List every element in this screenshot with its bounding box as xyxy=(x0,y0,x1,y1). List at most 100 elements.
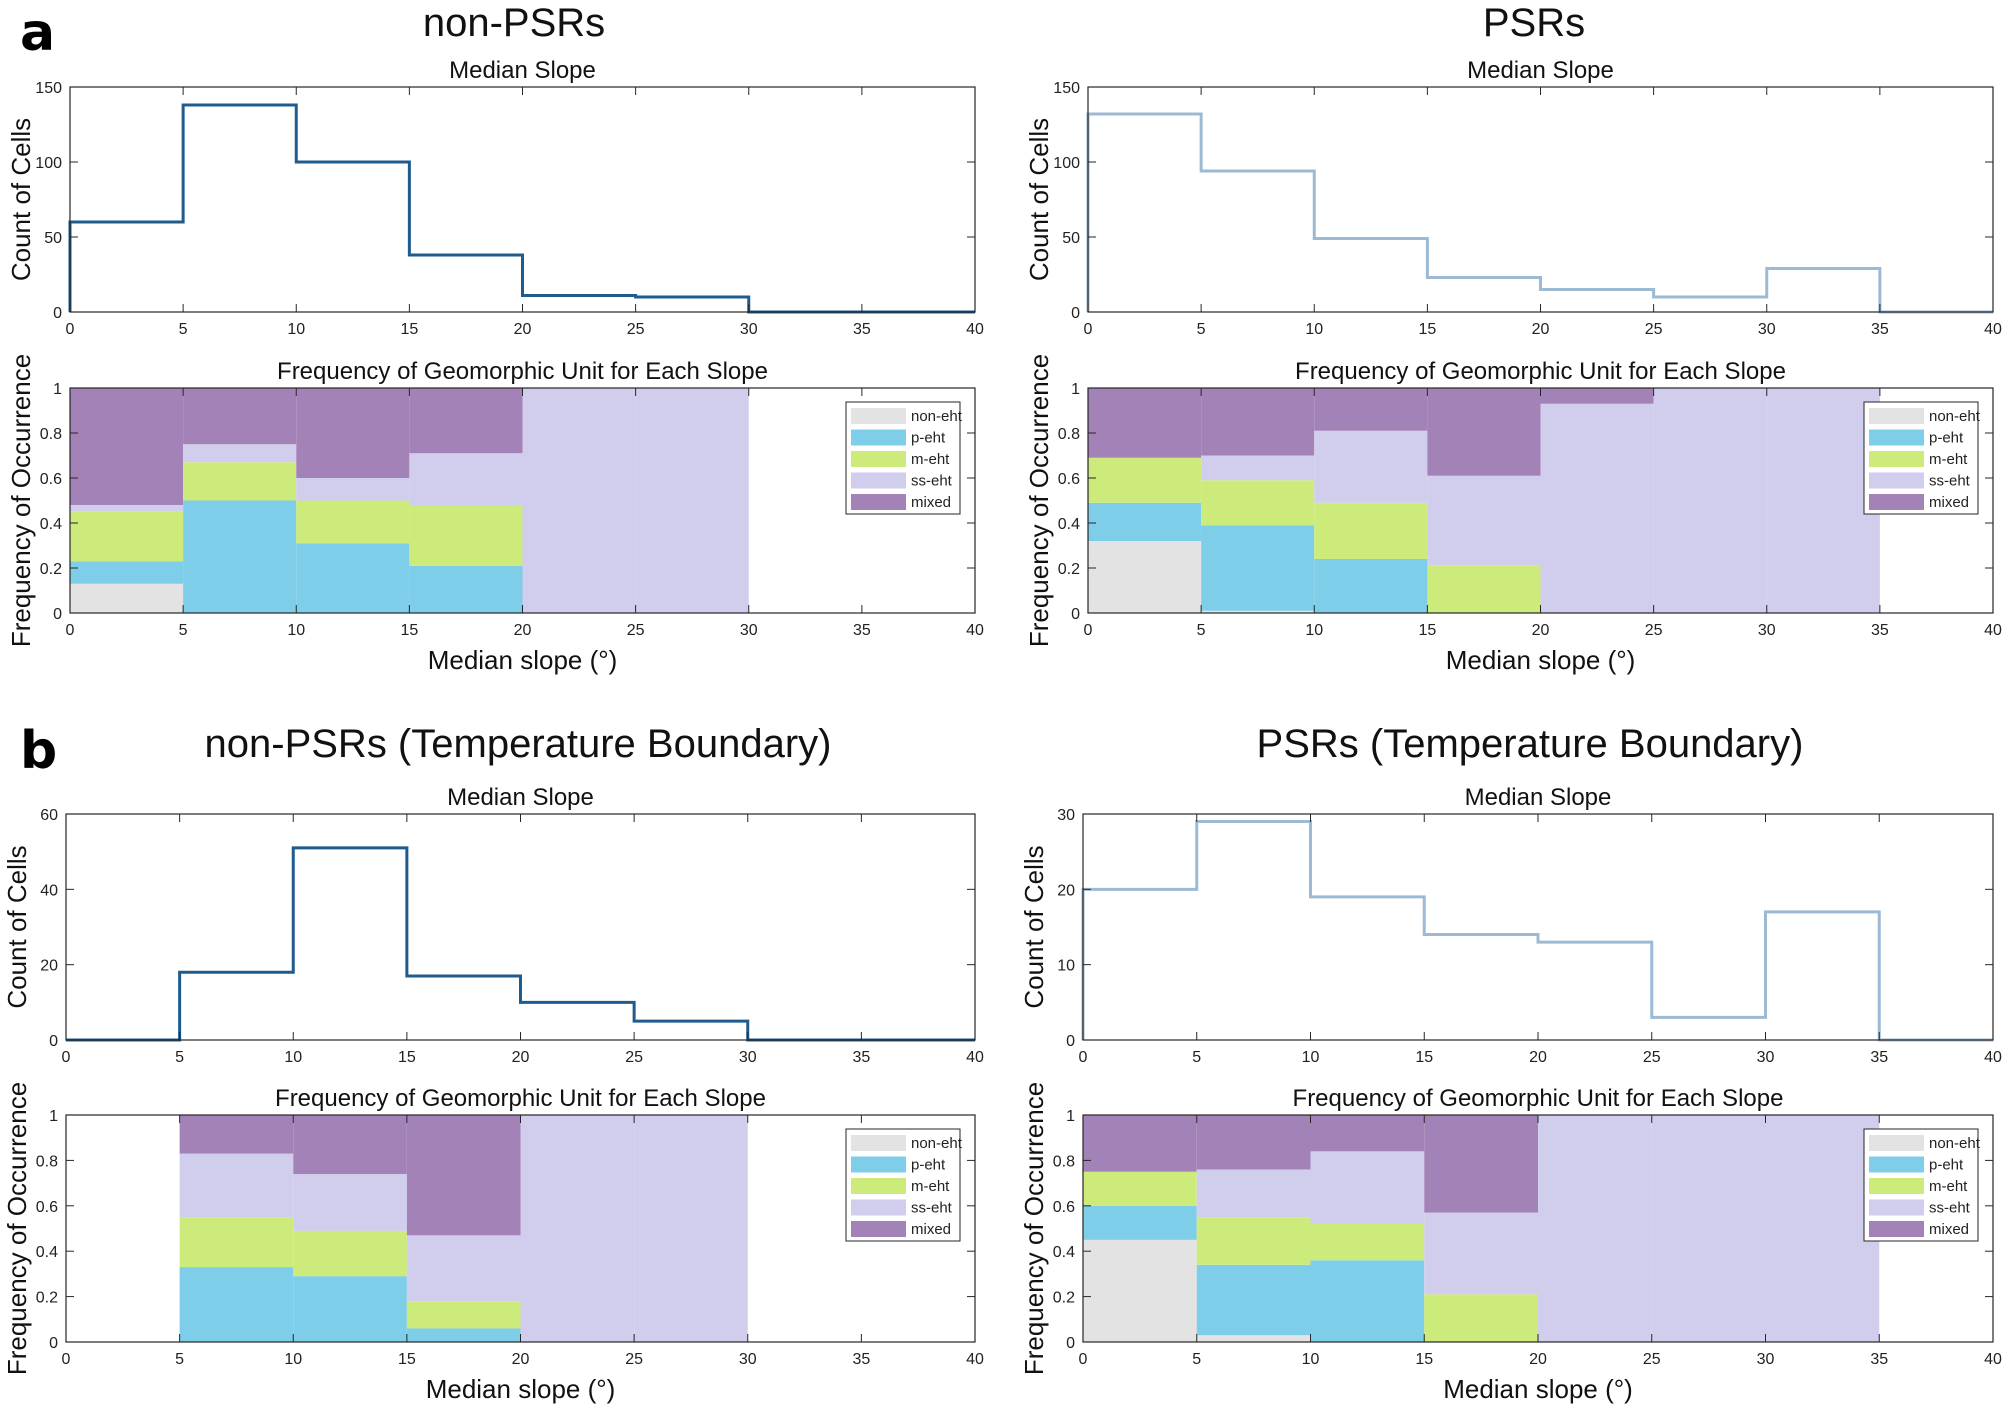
bar-segment-mixed xyxy=(70,388,184,505)
legend: non-eht p-eht m-eht ss-eht mixed xyxy=(1863,1128,1981,1242)
legend-swatch-mixed xyxy=(1869,1221,1924,1237)
y-tick-label: 0.6 xyxy=(1053,1199,1075,1216)
chart-b-right: 0 5 10 15 20 25 30 35 40 0 10 20 30 Median Slope Count… xyxy=(1019,784,2002,1066)
chart-a-left: 0 5 10 15 20 25 30 35 40 0 50 100 150 Median Slope Cou… xyxy=(6,57,984,338)
bar-segment-ss-eht xyxy=(296,478,410,501)
bar-segment-p-eht xyxy=(409,565,523,613)
x-tick-label: 30 xyxy=(1757,1049,1775,1066)
bar-segment-p-eht xyxy=(1310,1260,1425,1342)
bar-segment-ss-eht xyxy=(406,1235,521,1302)
x-tick-label: 25 xyxy=(627,321,645,338)
x-axis-label: Median slope (°) xyxy=(426,1374,616,1404)
legend-swatch-non-eht xyxy=(851,408,906,424)
legend-label-non-eht: non-eht xyxy=(911,1135,963,1152)
x-tick-label: 15 xyxy=(400,321,418,338)
bar-segment-m-eht xyxy=(179,1217,294,1268)
legend-swatch-mixed xyxy=(1869,494,1924,510)
chart-a-right: 0 5 10 15 20 25 30 35 40 0 50 100 150 Median Slope Cou… xyxy=(1024,57,2002,338)
bar-segment-ss-eht xyxy=(1765,1115,1880,1342)
legend-swatch-non-eht xyxy=(851,1135,906,1151)
x-tick-label: 40 xyxy=(966,1351,984,1368)
x-tick-label: 35 xyxy=(853,321,871,338)
y-tick-label: 0.8 xyxy=(40,426,62,443)
legend-label-m-eht: m-eht xyxy=(1929,1178,1968,1195)
chart-title: Median Slope xyxy=(449,57,596,84)
bar-segment-mixed xyxy=(406,1115,521,1236)
y-tick-label: 0.2 xyxy=(36,1290,58,1307)
legend-label-mixed: mixed xyxy=(911,1221,951,1238)
y-tick-label: 0 xyxy=(49,1033,58,1050)
bar-segment-ss-eht xyxy=(635,388,749,613)
y-tick-label: 100 xyxy=(1053,155,1080,172)
bar-segment-mixed xyxy=(293,1115,407,1175)
y-tick-label: 50 xyxy=(1062,230,1080,247)
bar-segment-ss-eht xyxy=(1314,430,1428,503)
x-tick-label: 10 xyxy=(284,1351,302,1368)
legend-swatch-p-eht xyxy=(851,429,906,446)
bar-segment-m-eht xyxy=(1310,1223,1425,1261)
y-tick-label: 0.8 xyxy=(1053,1153,1075,1170)
x-tick-label: 15 xyxy=(1415,1351,1433,1368)
y-tick-label: 1 xyxy=(1066,1108,1075,1125)
chart-a-left-freq: 0 5 10 15 20 25 30 35 40 0 0.2 0.4 0.6 0.8 1 Frequency … xyxy=(6,354,984,675)
x-tick-label: 25 xyxy=(1645,321,1663,338)
chart-title: Median Slope xyxy=(1465,784,1612,811)
bar-segment-mixed xyxy=(1196,1115,1311,1170)
plot-area xyxy=(66,814,975,1040)
x-axis-label: Median slope (°) xyxy=(428,645,618,675)
x-tick-label: 5 xyxy=(179,321,188,338)
bar-segment-p-eht xyxy=(179,1267,294,1342)
x-tick-label: 5 xyxy=(179,622,188,639)
bar-segment-p-eht xyxy=(183,500,297,613)
figure-title-b-right: PSRs (Temperature Boundary) xyxy=(1257,722,1804,766)
chart-title: Frequency of Geomorphic Unit for Each Sl… xyxy=(277,358,768,385)
x-tick-label: 5 xyxy=(1192,1049,1201,1066)
bar-segment-mixed xyxy=(1310,1115,1425,1152)
legend-swatch-non-eht xyxy=(1869,408,1924,424)
x-tick-label: 20 xyxy=(512,1351,530,1368)
x-tick-label: 10 xyxy=(287,321,305,338)
y-axis-label: Frequency of Occurrence xyxy=(2,1082,32,1375)
y-tick-label: 0.4 xyxy=(40,516,62,533)
chart-a-right-freq: 0 5 10 15 20 25 30 35 40 0 0.2 0.4 0.6 0.8 1 Frequency … xyxy=(1024,354,2002,675)
x-tick-label: 5 xyxy=(1192,1351,1201,1368)
bar-segment-m-eht xyxy=(296,500,410,544)
legend: non-eht p-eht m-eht ss-eht mixed xyxy=(845,1128,963,1242)
x-tick-label: 35 xyxy=(1871,622,1889,639)
bar-segment-ss-eht xyxy=(1427,475,1541,566)
x-tick-label: 35 xyxy=(1870,1049,1888,1066)
bar-segment-mixed xyxy=(1088,388,1202,458)
x-tick-label: 15 xyxy=(398,1049,416,1066)
histogram-line xyxy=(1086,112,1993,314)
bar-segment-mixed xyxy=(183,388,297,445)
x-tick-label: 25 xyxy=(625,1351,643,1368)
y-tick-label: 60 xyxy=(40,807,58,824)
x-tick-label: 20 xyxy=(514,321,532,338)
legend-swatch-p-eht xyxy=(1869,429,1924,446)
bar-segment-p-eht xyxy=(406,1328,521,1342)
bar-segment-ss-eht xyxy=(183,444,297,463)
legend-label-non-eht: non-eht xyxy=(911,408,963,425)
x-tick-label: 40 xyxy=(1984,321,2002,338)
legend-label-p-eht: p-eht xyxy=(911,1157,946,1174)
y-tick-label: 0.2 xyxy=(40,561,62,578)
legend-label-p-eht: p-eht xyxy=(1929,430,1964,447)
y-tick-label: 0.2 xyxy=(1053,1290,1075,1307)
bar-segment-non-eht xyxy=(70,583,184,613)
x-tick-label: 40 xyxy=(1984,1351,2002,1368)
bar-segment-m-eht xyxy=(406,1301,521,1329)
bar-segment-ss-eht xyxy=(409,453,523,505)
legend-label-m-eht: m-eht xyxy=(911,1178,950,1195)
bar-segment-p-eht xyxy=(1314,559,1428,613)
y-tick-label: 0.4 xyxy=(36,1244,58,1261)
y-tick-label: 0.6 xyxy=(40,471,62,488)
bar-segment-p-eht xyxy=(1201,525,1315,611)
y-tick-label: 0 xyxy=(53,305,62,322)
bar-segment-non-eht xyxy=(1088,541,1202,613)
legend-swatch-p-eht xyxy=(851,1156,906,1173)
legend-swatch-p-eht xyxy=(1869,1156,1924,1173)
bar-segment-ss-eht xyxy=(634,1115,748,1342)
x-tick-label: 10 xyxy=(1302,1049,1320,1066)
y-tick-label: 40 xyxy=(40,882,58,899)
bar-segment-ss-eht xyxy=(1196,1169,1311,1218)
